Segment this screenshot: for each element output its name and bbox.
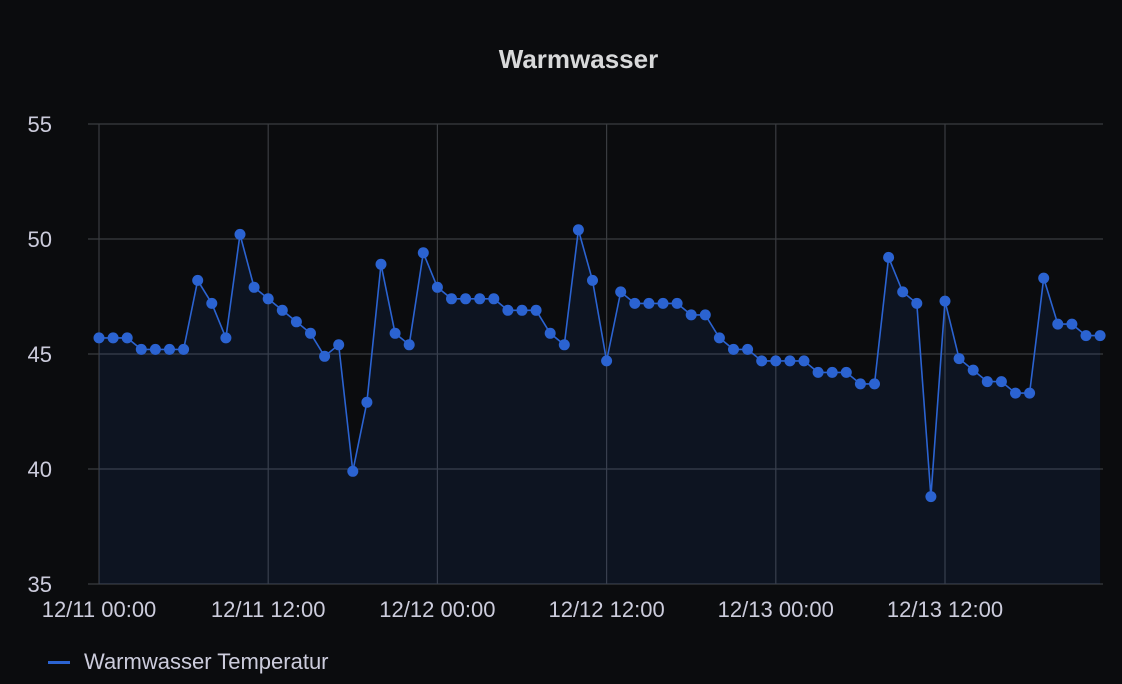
x-axis: 12/11 00:00 12/11 12:00 12/12 00:00 12/12 1… [42, 597, 1003, 622]
data-point[interactable] [1052, 318, 1064, 330]
data-point[interactable] [149, 343, 161, 355]
data-point[interactable] [981, 376, 993, 388]
data-point[interactable] [530, 304, 542, 316]
y-tick-label: 35 [28, 572, 52, 597]
data-point[interactable] [220, 332, 232, 344]
legend-label[interactable]: Warmwasser Temperatur [84, 649, 329, 674]
series-area-fill [99, 229, 1101, 585]
data-point[interactable] [728, 343, 739, 355]
data-point[interactable] [403, 339, 415, 351]
data-point[interactable] [192, 274, 204, 286]
data-point[interactable] [1066, 318, 1078, 330]
data-point[interactable] [1038, 272, 1050, 284]
data-point[interactable] [333, 339, 345, 351]
data-point[interactable] [206, 297, 218, 309]
panel-title: Warmwasser [498, 44, 659, 74]
data-point[interactable] [431, 281, 443, 293]
data-point[interactable] [558, 339, 570, 351]
data-point[interactable] [742, 343, 754, 355]
x-tick-label: 12/13 00:00 [718, 597, 834, 622]
data-point[interactable] [854, 378, 866, 390]
data-point[interactable] [587, 274, 598, 286]
data-point[interactable] [869, 378, 880, 390]
data-point[interactable] [107, 332, 119, 344]
data-point[interactable] [488, 293, 500, 305]
data-point[interactable] [474, 293, 486, 305]
data-point[interactable] [756, 355, 768, 367]
data-point[interactable] [1010, 387, 1021, 399]
data-point[interactable] [460, 293, 472, 305]
data-point[interactable] [615, 286, 627, 298]
data-point[interactable] [925, 491, 937, 503]
x-tick-label: 12/12 12:00 [548, 597, 664, 622]
data-point[interactable] [502, 304, 514, 316]
y-tick-label: 45 [28, 342, 52, 367]
data-point[interactable] [178, 343, 190, 355]
legend-swatch [48, 660, 70, 664]
data-point[interactable] [516, 304, 528, 316]
data-point[interactable] [657, 297, 669, 309]
y-axis: 35 40 45 50 55 [28, 112, 52, 597]
data-point[interactable] [967, 364, 979, 376]
data-point[interactable] [812, 366, 824, 378]
data-point[interactable] [375, 258, 387, 270]
data-point[interactable] [995, 376, 1007, 388]
data-point[interactable] [671, 297, 683, 309]
x-tick-label: 12/12 00:00 [379, 597, 495, 622]
data-point[interactable] [305, 327, 316, 339]
data-point[interactable] [572, 224, 584, 236]
data-point[interactable] [798, 355, 810, 367]
data-point[interactable] [262, 293, 274, 305]
data-point[interactable] [911, 297, 923, 309]
data-point[interactable] [883, 251, 895, 263]
x-tick-label: 12/11 00:00 [42, 597, 157, 622]
data-point[interactable] [601, 355, 613, 367]
data-point[interactable] [643, 297, 655, 309]
x-tick-label: 12/13 12:00 [887, 597, 1003, 622]
data-point[interactable] [121, 332, 133, 344]
data-point[interactable] [417, 247, 429, 259]
data-point[interactable] [1024, 387, 1036, 399]
data-point[interactable] [276, 304, 288, 316]
data-point[interactable] [939, 295, 951, 307]
data-point[interactable] [713, 332, 725, 344]
data-point[interactable] [319, 350, 331, 362]
data-point[interactable] [347, 465, 359, 477]
data-point[interactable] [784, 355, 796, 367]
data-point[interactable] [629, 297, 641, 309]
data-point[interactable] [446, 293, 457, 305]
data-point[interactable] [544, 327, 556, 339]
data-point[interactable] [1080, 330, 1092, 342]
data-point[interactable] [361, 396, 373, 408]
y-tick-label: 40 [28, 457, 52, 482]
y-tick-label: 55 [28, 112, 52, 137]
data-point[interactable] [1094, 330, 1106, 342]
y-tick-label: 50 [28, 227, 52, 252]
data-point[interactable] [826, 366, 838, 378]
x-tick-label: 12/11 12:00 [211, 597, 326, 622]
data-point[interactable] [389, 327, 401, 339]
data-point[interactable] [93, 332, 105, 344]
data-point[interactable] [897, 286, 909, 298]
data-point[interactable] [953, 353, 965, 365]
series-points [93, 224, 1106, 503]
data-point[interactable] [164, 343, 175, 355]
data-point[interactable] [290, 316, 302, 328]
data-point[interactable] [685, 309, 697, 321]
legend[interactable]: Warmwasser Temperatur [48, 647, 329, 677]
grid [88, 123, 1103, 585]
data-point[interactable] [248, 281, 260, 293]
data-point[interactable] [840, 366, 852, 378]
data-point[interactable] [699, 309, 711, 321]
data-point[interactable] [135, 343, 147, 355]
data-point[interactable] [234, 228, 246, 240]
data-point[interactable] [770, 355, 782, 367]
